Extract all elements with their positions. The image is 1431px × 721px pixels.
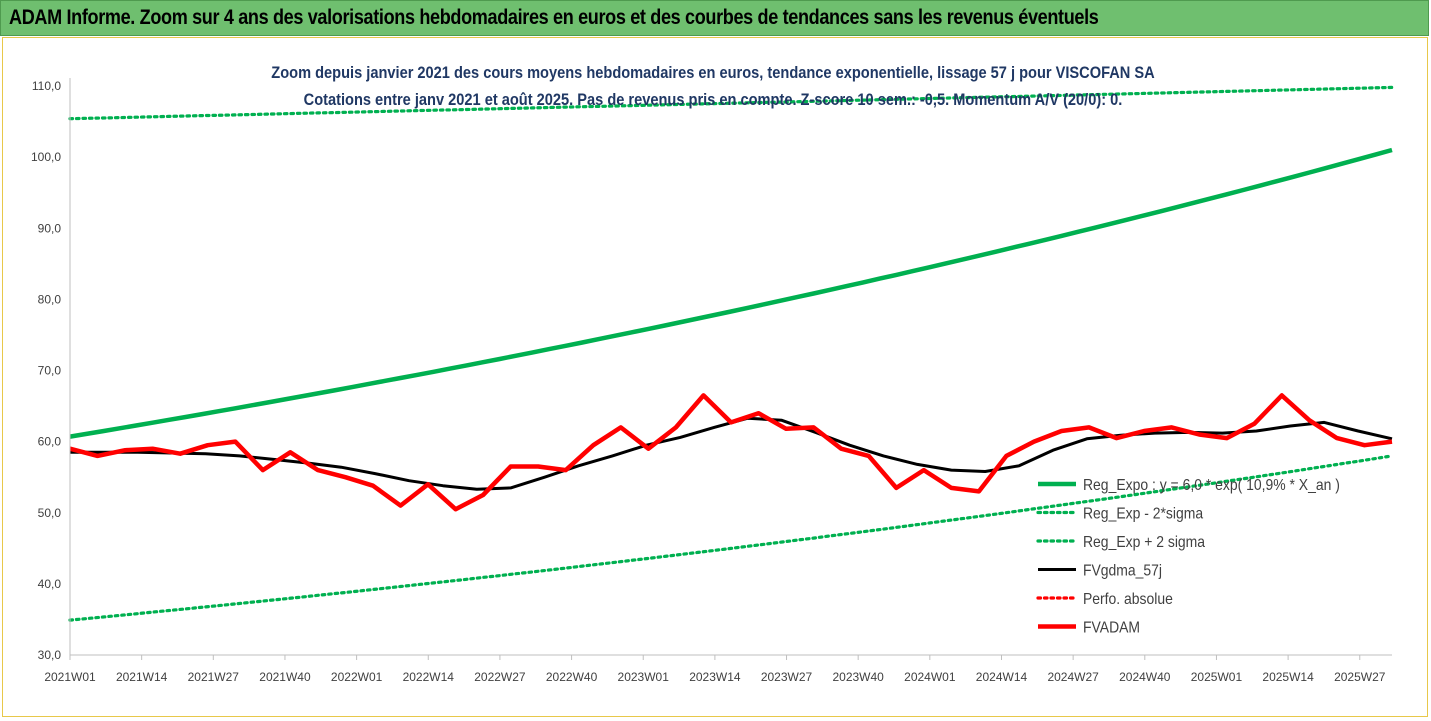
y-tick-label: 50,0	[38, 506, 62, 520]
legend-label: FVgdma_57j	[1083, 563, 1162, 580]
x-tick-label: 2024W14	[976, 670, 1028, 684]
x-tick-label: 2022W40	[546, 670, 598, 684]
series-layer	[68, 85, 1394, 622]
x-tick-label: 2021W27	[188, 670, 240, 684]
x-tick-label: 2024W40	[1119, 670, 1171, 684]
legend-label: Perfo. absolue	[1083, 591, 1173, 608]
chart-title: Zoom depuis janvier 2021 des cours moyen…	[271, 64, 1155, 82]
x-tick-label: 2023W40	[832, 670, 884, 684]
x-tick-label: 2021W14	[116, 670, 168, 684]
legend-label: Reg_Expo : y = 6,0 * exp( 10,9% * X_an )	[1083, 477, 1340, 494]
legend-label: FVADAM	[1083, 620, 1140, 637]
x-tick-label: 2023W14	[689, 670, 741, 684]
y-tick-label: 30,0	[38, 648, 62, 662]
series-fvadam	[69, 393, 1393, 512]
x-tick-label: 2023W01	[618, 670, 670, 684]
report-title: ADAM Informe. Zoom sur 4 ans des valoris…	[9, 6, 1099, 29]
chart-subtitle: Cotations entre janv 2021 et août 2025. …	[304, 91, 1123, 109]
y-tick-label: 110,0	[32, 79, 61, 93]
x-tick-label: 2021W40	[259, 670, 311, 684]
x-tick-label: 2025W27	[1334, 670, 1386, 684]
axis-layer: 30,0 40,0 50,0 60,0 70,0 80,0 90,0 100,0 110,0 20…	[31, 78, 1392, 684]
x-tick-label: 2021W01	[44, 670, 96, 684]
y-tick-label: 60,0	[38, 435, 62, 449]
y-tick-label: 40,0	[38, 577, 62, 591]
y-tick-label: 100,0	[31, 150, 61, 164]
chart-frame	[2, 37, 1428, 717]
series-reg-expo	[69, 147, 1393, 439]
legend-label: Reg_Exp + 2 sigma	[1083, 534, 1206, 551]
x-tick-label: 2022W14	[403, 670, 455, 684]
x-tick-label: 2022W01	[331, 670, 383, 684]
report-header: ADAM Informe. Zoom sur 4 ans des valoris…	[0, 0, 1429, 36]
x-tick-label: 2024W27	[1047, 670, 1099, 684]
y-tick-label: 90,0	[38, 221, 62, 235]
legend: Reg_Expo : y = 6,0 * exp( 10,9% * X_an )…	[1036, 477, 1340, 637]
x-tick-label: 2024W01	[904, 670, 956, 684]
series-reg-minus-2sigma	[68, 454, 1394, 622]
x-tick-label: 2022W27	[474, 670, 526, 684]
legend-label: Reg_Exp - 2*sigma	[1083, 506, 1204, 523]
x-tick-label: 2025W01	[1191, 670, 1243, 684]
x-tick-label: 2025W14	[1262, 670, 1314, 684]
y-tick-label: 70,0	[38, 364, 62, 378]
series-reg-plus-2sigma	[68, 85, 1394, 121]
y-tick-label: 80,0	[38, 292, 62, 306]
x-tick-label: 2023W27	[761, 670, 813, 684]
